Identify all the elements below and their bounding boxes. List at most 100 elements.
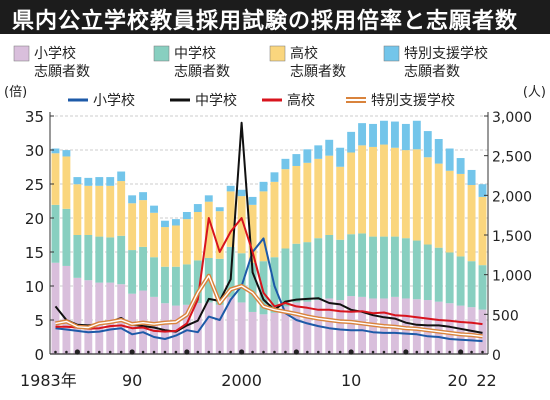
bar-segment: [95, 236, 104, 283]
bar-segment: [215, 207, 224, 212]
bar-segment: [401, 238, 410, 299]
bar-segment: [171, 266, 180, 306]
bar-segment: [336, 239, 345, 301]
bar-legend-swatch: [153, 45, 170, 62]
bar-segment: [259, 314, 268, 354]
bar-segment: [161, 303, 169, 354]
line-legend-item: 中学校: [170, 92, 237, 109]
line-legend-item: 特別支援学校: [346, 92, 455, 109]
year-dot: [207, 350, 211, 354]
bar-legend-swatch: [383, 45, 400, 62]
bar-segment: [51, 148, 60, 154]
bar-segment: [281, 248, 290, 307]
bar-segment: [73, 177, 82, 185]
bar-segment: [139, 246, 148, 291]
bar-segment: [128, 203, 137, 251]
bar-segment: [412, 120, 421, 150]
bar-segment: [292, 243, 301, 303]
line-legend-label: 小学校: [93, 92, 135, 109]
bar-segment: [215, 304, 224, 354]
bar-segment: [412, 299, 421, 354]
bar-segment: [434, 139, 443, 164]
bar-segment: [445, 148, 454, 171]
bar-segment: [248, 262, 257, 312]
bar-segment: [358, 233, 367, 297]
bar-segment: [139, 192, 148, 201]
bar-segment: [325, 139, 334, 156]
year-dot: [393, 350, 397, 354]
year-dot: [403, 349, 409, 355]
bar-segment: [347, 131, 356, 153]
bar-segment: [193, 260, 202, 304]
bar-segment: [281, 169, 290, 249]
bar-segment: [248, 311, 257, 354]
bar-segment: [456, 173, 465, 257]
series-line: [55, 217, 483, 333]
bar-segment: [390, 121, 399, 148]
bar-segment: [193, 204, 202, 212]
bar-segment: [390, 236, 399, 297]
year-dot: [129, 349, 135, 355]
chart-canvas: 小学校志願者数中学校志願者数高校志願者数特別支援学校志願者数 小学校 中学校 高校特…: [4, 45, 546, 390]
year-dot: [54, 350, 57, 354]
bar-segment: [117, 181, 126, 236]
bar-segment: [73, 184, 82, 235]
bar-legend-swatch: [13, 45, 30, 62]
x-tick-label: 22: [476, 371, 496, 390]
bar-segment: [62, 156, 71, 209]
bar-segment: [314, 158, 323, 239]
bar-segment: [467, 169, 476, 186]
bar-segment: [128, 195, 137, 204]
bar-segment: [117, 171, 126, 182]
bar-segment: [171, 225, 180, 267]
year-dot: [273, 350, 276, 354]
bar-segment: [325, 298, 334, 354]
year-dot: [371, 350, 375, 354]
x-tick-label: 20: [447, 371, 467, 390]
year-dot: [163, 350, 167, 354]
bar-segment: [139, 200, 148, 247]
x-tick-label: 90: [122, 371, 142, 390]
bar-segment: [281, 158, 290, 170]
year-dot: [174, 350, 178, 354]
line-legend: 小学校 中学校 高校 特別支援学校: [68, 92, 455, 109]
bar-segment: [73, 277, 82, 354]
bar-segment: [380, 144, 388, 237]
bar-legend-label: 志願者数: [34, 64, 90, 80]
left-tick-label: 25: [25, 176, 44, 194]
year-dot: [316, 350, 320, 354]
bar-segment: [445, 303, 454, 354]
line-legend-item: 小学校: [68, 92, 135, 109]
right-tick-label: 2,500: [492, 150, 532, 166]
bar-segment: [106, 177, 115, 186]
bar-segment: [380, 120, 388, 145]
bar-legend-label: 特別支援学校: [404, 45, 488, 62]
bar-legend-label: 志願者数: [290, 64, 346, 80]
bar-segment: [237, 302, 246, 354]
bar-segment: [292, 165, 301, 244]
year-dot: [119, 350, 123, 354]
bar-segment: [248, 196, 257, 205]
bar-segment: [237, 253, 246, 303]
bar-segment: [456, 158, 465, 174]
year-dot: [481, 350, 484, 354]
year-dot: [251, 350, 254, 354]
left-tick-label: 35: [25, 108, 44, 126]
bar-segment: [128, 250, 137, 294]
bar-segment: [401, 123, 410, 151]
bar-segment: [51, 262, 60, 354]
left-tick-label: 20: [25, 210, 44, 228]
bar-segment: [281, 306, 290, 354]
bar-segment: [467, 185, 476, 262]
bar-segment: [445, 170, 454, 253]
year-dot: [327, 350, 331, 354]
bar-segment: [226, 296, 235, 354]
bar-segment: [215, 258, 224, 305]
x-tick-label: 2000: [221, 371, 262, 390]
bar-segment: [478, 265, 487, 310]
bar-segment: [423, 157, 432, 245]
bar-segment: [292, 154, 301, 166]
